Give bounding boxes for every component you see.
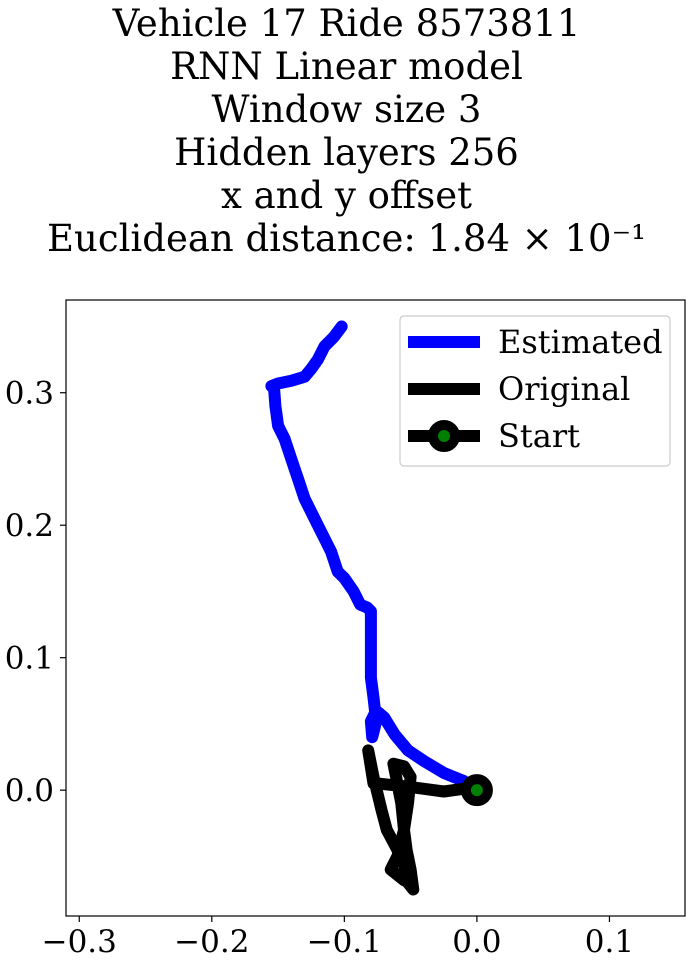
- title-line-6: Euclidean distance: 1.84 × 10⁻¹: [47, 217, 646, 260]
- plot-frame: [65, 299, 686, 917]
- y-tick-label: 0.3: [5, 376, 54, 412]
- x-tick-label: −0.2: [174, 924, 249, 960]
- x-tick-label: −0.3: [42, 924, 117, 960]
- series-line-estimated: [265, 320, 483, 797]
- x-tick-label: 0.1: [585, 924, 634, 960]
- title-line-2: RNN Linear model: [170, 45, 523, 88]
- series-line-original: [362, 744, 483, 896]
- chart-title: Vehicle 17 Ride 8573811 RNN Linear model…: [0, 0, 693, 260]
- y-tick-label: 0.0: [5, 773, 54, 809]
- legend-label-start: Start: [498, 417, 580, 455]
- legend-marker-start: [428, 420, 460, 452]
- title-line-1: Vehicle 17 Ride 8573811: [112, 2, 581, 45]
- x-tick-label: 0.0: [452, 924, 501, 960]
- legend-box: [399, 315, 671, 467]
- x-tick-label: −0.1: [307, 924, 382, 960]
- y-tick-label: 0.1: [5, 641, 54, 677]
- y-tick-label: 0.2: [5, 508, 54, 544]
- start-marker: [460, 774, 493, 807]
- legend-label-original: Original: [498, 370, 630, 408]
- title-line-4: Hidden layers 256: [174, 131, 519, 174]
- legend-label-estimated: Estimated: [498, 323, 663, 361]
- title-line-5: x and y offset: [221, 174, 472, 217]
- title-line-3: Window size 3: [211, 88, 482, 131]
